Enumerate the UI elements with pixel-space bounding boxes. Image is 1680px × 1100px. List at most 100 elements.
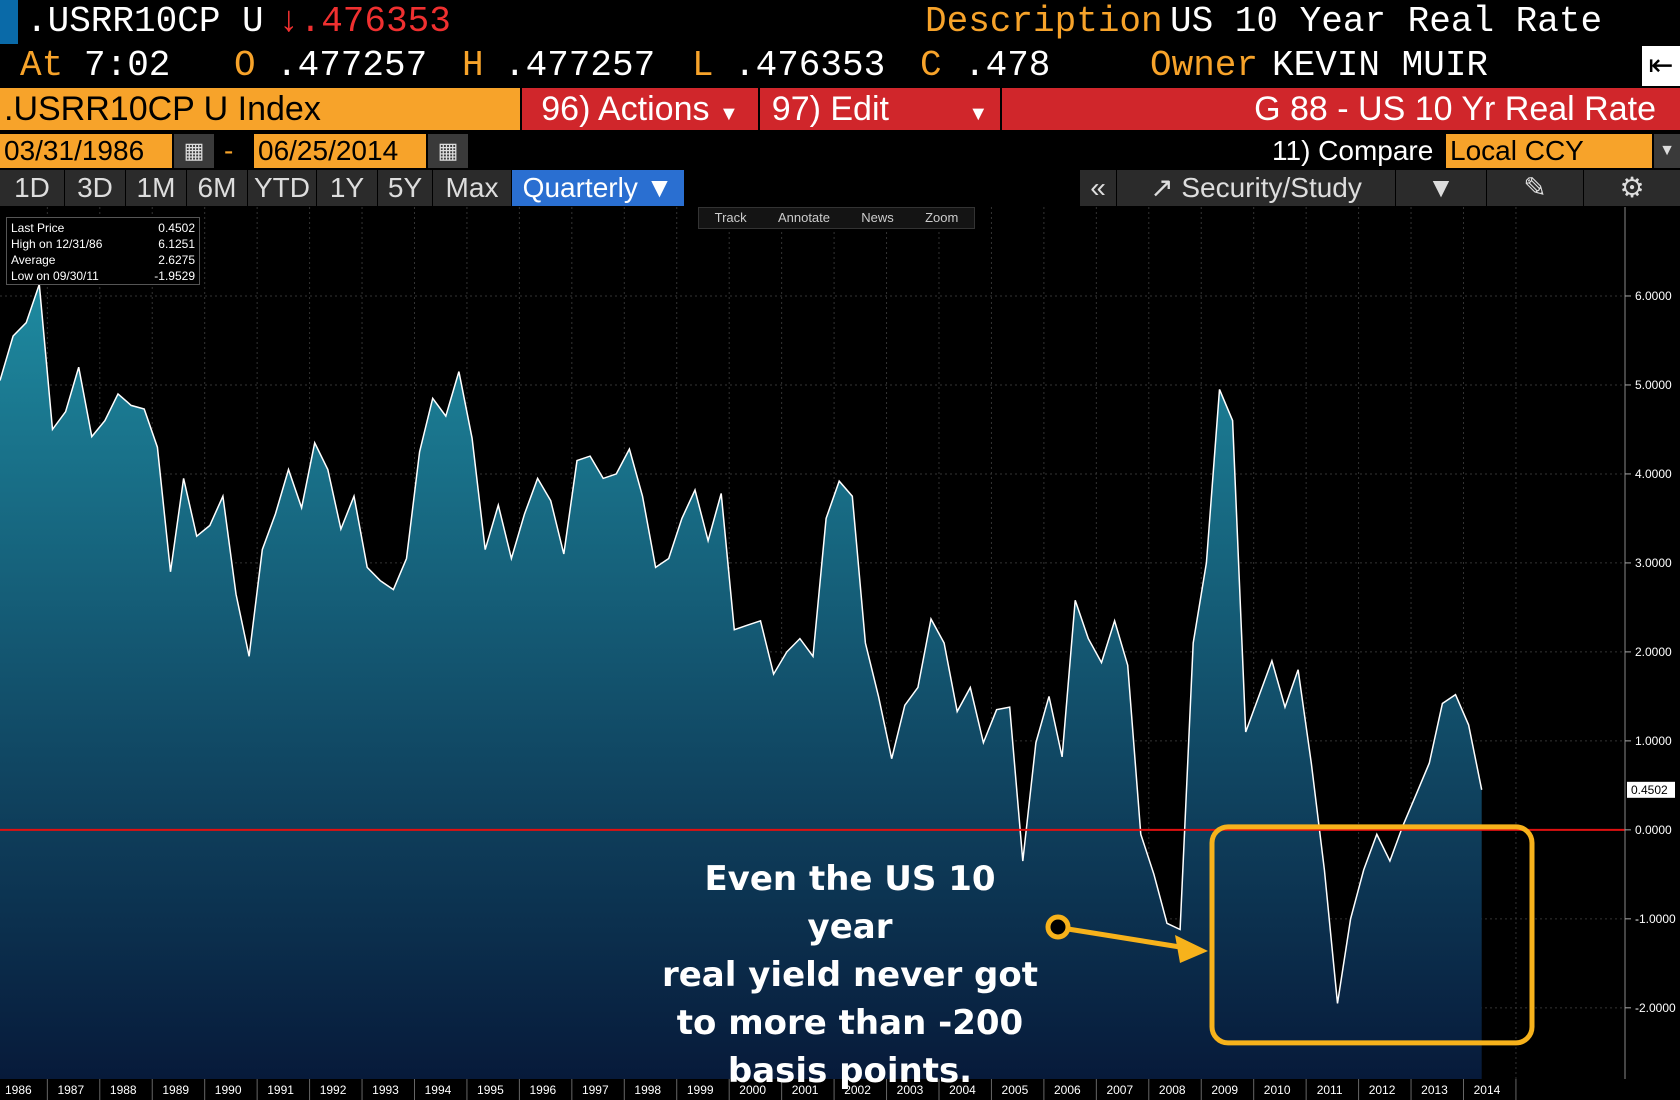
close-value: .478 [964,45,1051,86]
owner-label: Owner [1150,45,1259,86]
date-range-bar: 03/31/1986 ▦ - 06/25/2014 ▦ 11) Compare … [0,132,1680,170]
y-tick-label: 2.0000 [1635,645,1672,659]
x-tick-label: 2012 [1369,1083,1396,1097]
legend-label: Last Price [11,221,65,235]
low-value: .476353 [734,45,886,86]
owner-value: KEVIN MUIR [1272,45,1489,86]
x-tick-label: 1999 [687,1083,714,1097]
edit-menu[interactable]: 97) Edit ▼ [760,88,1000,130]
y-axis: 6.0000 5.0000 4.0000 3.0000 2.0000 1.0000 0.00… [1624,207,1676,1079]
description-value: US 10 Year Real Rate [1170,1,1603,42]
ohlc-line: At 7:02 O .477257 H .477257 L .476353 C … [0,44,1680,88]
x-tick-label: 2006 [1054,1083,1081,1097]
x-tick-label: 1998 [634,1083,661,1097]
x-tick-label: 1994 [425,1083,452,1097]
ticker-marker [0,0,18,44]
start-date-field[interactable]: 03/31/1986 [0,134,172,168]
range-1m[interactable]: 1M [126,170,186,206]
end-date-field[interactable]: 06/25/2014 [254,134,426,168]
period-select[interactable]: Quarterly ▼ [512,170,684,206]
edit-icon[interactable]: ✎ [1487,170,1583,206]
range-1y[interactable]: 1Y [317,170,377,206]
range-max[interactable]: Max [433,170,511,206]
x-tick-label: 2011 [1317,1083,1343,1097]
index-name[interactable]: .USRR10CP U Index [0,88,520,130]
ticker[interactable]: .USRR10CP U [26,1,264,42]
legend: Last Price 0.4502 High on 12/31/86 6.1251 … [6,217,200,285]
range-5y[interactable]: 5Y [378,170,432,206]
x-tick-label: 2004 [949,1083,976,1097]
compare-button[interactable]: 11) Compare [1272,135,1434,166]
quote-line: .USRR10CP U ↓.476353 Description US 10 Y… [0,0,1680,44]
range-6m[interactable]: 6M [187,170,247,206]
x-tick-label: 2008 [1159,1083,1186,1097]
open-value: .477257 [276,45,428,86]
actions-menu[interactable]: 96) Actions ▼ [522,88,758,130]
back-arrow-icon[interactable]: ⇤ [1642,46,1680,86]
range-ytd[interactable]: YTD [248,170,316,206]
y-tick-label: -1.0000 [1635,912,1676,926]
chart-tools: Track Annotate News Zoom [698,207,975,229]
y-tick-label: 1.0000 [1635,734,1672,748]
time: 7:02 [84,45,171,86]
annotation-line: basis points. [727,1051,973,1091]
last-price-marker: 0.4502 [1627,781,1675,798]
range-1d[interactable]: 1D [0,170,64,206]
last-price-label: 0.4502 [1631,783,1668,797]
actions-dropdown-icon: ▼ [718,103,739,125]
y-tick-label: -2.0000 [1635,1001,1676,1015]
x-tick-label: 1987 [57,1083,84,1097]
area-fill [0,284,1482,1079]
x-tick-label: 1990 [215,1083,242,1097]
calendar-icon[interactable]: ▦ [174,134,214,168]
security-study-button[interactable]: ↗ Security/Study [1117,170,1395,206]
annotate-tool[interactable]: Annotate [777,210,830,225]
price-change: ↓.476353 [278,1,451,42]
collapse-icon[interactable]: « [1080,170,1116,206]
x-tick-label: 2002 [844,1083,871,1097]
x-tick-label: 2003 [897,1083,924,1097]
y-tick-label: 0.0000 [1635,823,1672,837]
close-label: C [920,45,942,86]
legend-value: 2.6275 [158,253,195,267]
x-tick-label: 1986 [5,1083,32,1097]
edit-label: 97) Edit [771,90,889,128]
track-tool[interactable]: Track [714,210,747,225]
high-value: .477257 [504,45,656,86]
chart-icon: ↗ [1150,172,1174,203]
y-tick-label: 3.0000 [1635,556,1672,570]
annotation-text: Even the US 10 year real yield never got… [660,855,1040,1095]
news-tool[interactable]: News [861,210,894,225]
chevron-down-icon[interactable]: ▼ [1654,134,1680,168]
calendar-icon[interactable]: ▦ [428,134,468,168]
y-tick-label: 4.0000 [1635,467,1672,481]
security-study-label: Security/Study [1181,172,1362,203]
x-tick-label: 1991 [267,1083,294,1097]
pin-icon[interactable]: ▼ [1396,170,1486,206]
x-tick-label: 2007 [1106,1083,1133,1097]
annotation-dot [1045,914,1071,940]
zoom-tool[interactable]: Zoom [925,210,959,225]
legend-low: Low on 09/30/11 -1.9529 [11,268,195,284]
price-chart[interactable]: 6.0000 5.0000 4.0000 3.0000 2.0000 1.0000 0.00… [0,207,1680,1100]
gear-icon[interactable]: ⚙ [1584,170,1680,206]
legend-value: -1.9529 [154,269,195,283]
annotation-line: Even the US 10 year [704,859,996,947]
annotation-line: to more than -200 [676,1003,1024,1043]
y-tick-label: 6.0000 [1635,289,1672,303]
x-axis: 1986 1987 1988 1989 1990 1991 1992 1993 1994 1995… [0,1079,1680,1100]
annotation-arrow [1067,926,1181,950]
actions-label: 96) Actions [541,90,710,128]
function-bar: .USRR10CP U Index 96) Actions ▼ 97) Edit… [0,88,1680,130]
range-3d[interactable]: 3D [65,170,125,206]
price-line [0,284,1483,1004]
chart-toolbar: 1D 3D 1M 6M YTD 1Y 5Y Max Quarterly ▼ « … [0,170,1680,206]
description-label: Description [925,1,1163,42]
edit-dropdown-icon: ▼ [968,103,989,125]
x-tick-label: 1992 [320,1083,347,1097]
x-tick-label: 1993 [372,1083,399,1097]
x-tick-label: 2005 [1002,1083,1029,1097]
legend-label: High on 12/31/86 [11,237,103,251]
currency-select[interactable]: Local CCY [1446,134,1652,168]
annotation-line: real yield never got [661,955,1038,995]
